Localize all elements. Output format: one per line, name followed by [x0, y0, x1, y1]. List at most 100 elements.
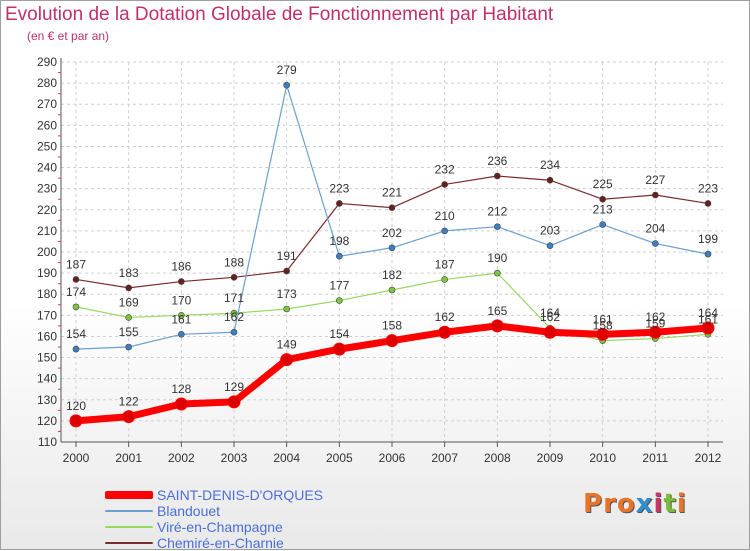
x-tick-label: 2009 [537, 451, 564, 465]
legend-label: Chemiré-en-Charnie [157, 535, 284, 551]
series-point [72, 276, 80, 283]
data-label: 158 [382, 319, 402, 333]
x-tick-label: 2008 [484, 451, 511, 465]
series-point [438, 325, 452, 339]
series-point [336, 200, 343, 207]
x-tick-label: 2001 [115, 451, 142, 465]
data-label: 174 [66, 285, 86, 299]
data-label: 223 [698, 181, 718, 195]
y-tick-label: 120 [37, 414, 57, 428]
data-label: 188 [224, 255, 244, 269]
proxiti-logo: Proxiti [583, 489, 687, 519]
data-label: 158 [593, 319, 613, 333]
data-label: 187 [66, 257, 86, 271]
series-point [494, 172, 501, 180]
y-tick-label: 130 [37, 393, 57, 407]
y-tick-label: 110 [38, 435, 57, 449]
series-point [174, 397, 188, 411]
series-point [704, 250, 712, 258]
series-point [599, 221, 606, 228]
y-tick-label: 230 [37, 182, 57, 196]
series-point [125, 284, 132, 292]
x-tick-label: 2011 [642, 451, 668, 465]
series-point [388, 204, 396, 211]
x-tick-label: 2006 [379, 451, 406, 465]
data-label: 162 [435, 310, 455, 324]
data-label: 169 [119, 295, 139, 309]
data-label: 162 [645, 310, 665, 324]
series-point [546, 242, 554, 249]
data-label: 170 [171, 293, 191, 307]
series-point [283, 267, 290, 275]
data-label: 199 [698, 232, 718, 246]
series-point [648, 325, 662, 339]
series-point [72, 303, 80, 311]
x-tick-label: 2003 [221, 451, 248, 465]
data-label: 173 [277, 287, 297, 301]
series-group [69, 81, 715, 428]
data-label: 212 [487, 205, 507, 219]
data-label: 227 [645, 173, 665, 187]
series-point [178, 331, 185, 338]
data-label: 232 [435, 162, 455, 176]
series-point [69, 414, 83, 428]
data-label: 164 [540, 306, 560, 320]
y-tick-label: 290 [37, 55, 57, 69]
series-point [178, 312, 185, 319]
legend-label: SAINT-DENIS-D'ORQUES [157, 487, 324, 503]
series-point [230, 309, 238, 317]
chart-title: Evolution de la Dotation Globale de Fonc… [5, 4, 554, 25]
x-tick-label: 2005 [326, 451, 353, 465]
series-point [230, 328, 238, 336]
data-label: 213 [593, 203, 613, 217]
y-tick-label: 280 [37, 76, 57, 90]
legend-swatch [105, 542, 153, 544]
series-point [494, 223, 501, 230]
legend-label: Viré-en-Champagne [157, 519, 283, 535]
data-label: 223 [329, 181, 349, 195]
x-tick-label: 2000 [63, 451, 90, 465]
series-point [494, 269, 501, 277]
data-label: 236 [487, 154, 507, 168]
y-tick-label: 210 [37, 224, 57, 238]
y-tick-label: 220 [37, 203, 57, 217]
y-tick-label: 160 [37, 329, 57, 343]
data-label: 129 [224, 380, 244, 394]
data-label: 155 [119, 325, 139, 339]
series-point [543, 325, 557, 339]
data-label: 162 [224, 310, 244, 324]
axes: 110 120 130 140 150 160 170 180 190 200 210 220 230 2… [37, 55, 723, 465]
series-point [704, 200, 712, 207]
data-label: 191 [277, 249, 297, 263]
data-label: 203 [540, 224, 560, 238]
series-point [122, 410, 136, 424]
data-label: 225 [593, 177, 613, 191]
y-tick-label: 170 [37, 308, 57, 322]
data-label: 177 [329, 279, 349, 293]
data-label: 234 [540, 158, 560, 172]
data-label: 204 [645, 222, 665, 236]
data-label: 128 [171, 382, 191, 396]
data-label: 171 [224, 291, 244, 305]
data-label: 187 [435, 257, 455, 271]
series-point [336, 297, 343, 304]
data-label: 120 [66, 399, 86, 413]
y-tick-label: 190 [37, 266, 57, 280]
series-point [336, 252, 343, 260]
data-label: 279 [277, 63, 297, 77]
data-label: 182 [382, 268, 402, 282]
series-point [230, 274, 238, 281]
series-point [652, 240, 659, 247]
series-point [599, 195, 606, 203]
y-tick-label: 240 [37, 161, 57, 175]
series-point [280, 353, 294, 367]
x-tick-label: 2002 [168, 451, 195, 465]
series-point [283, 305, 290, 313]
y-tick-label: 150 [37, 351, 57, 365]
series-point [490, 319, 504, 333]
series-point [72, 345, 80, 353]
grid [61, 61, 723, 442]
y-tick-label: 250 [37, 139, 57, 153]
